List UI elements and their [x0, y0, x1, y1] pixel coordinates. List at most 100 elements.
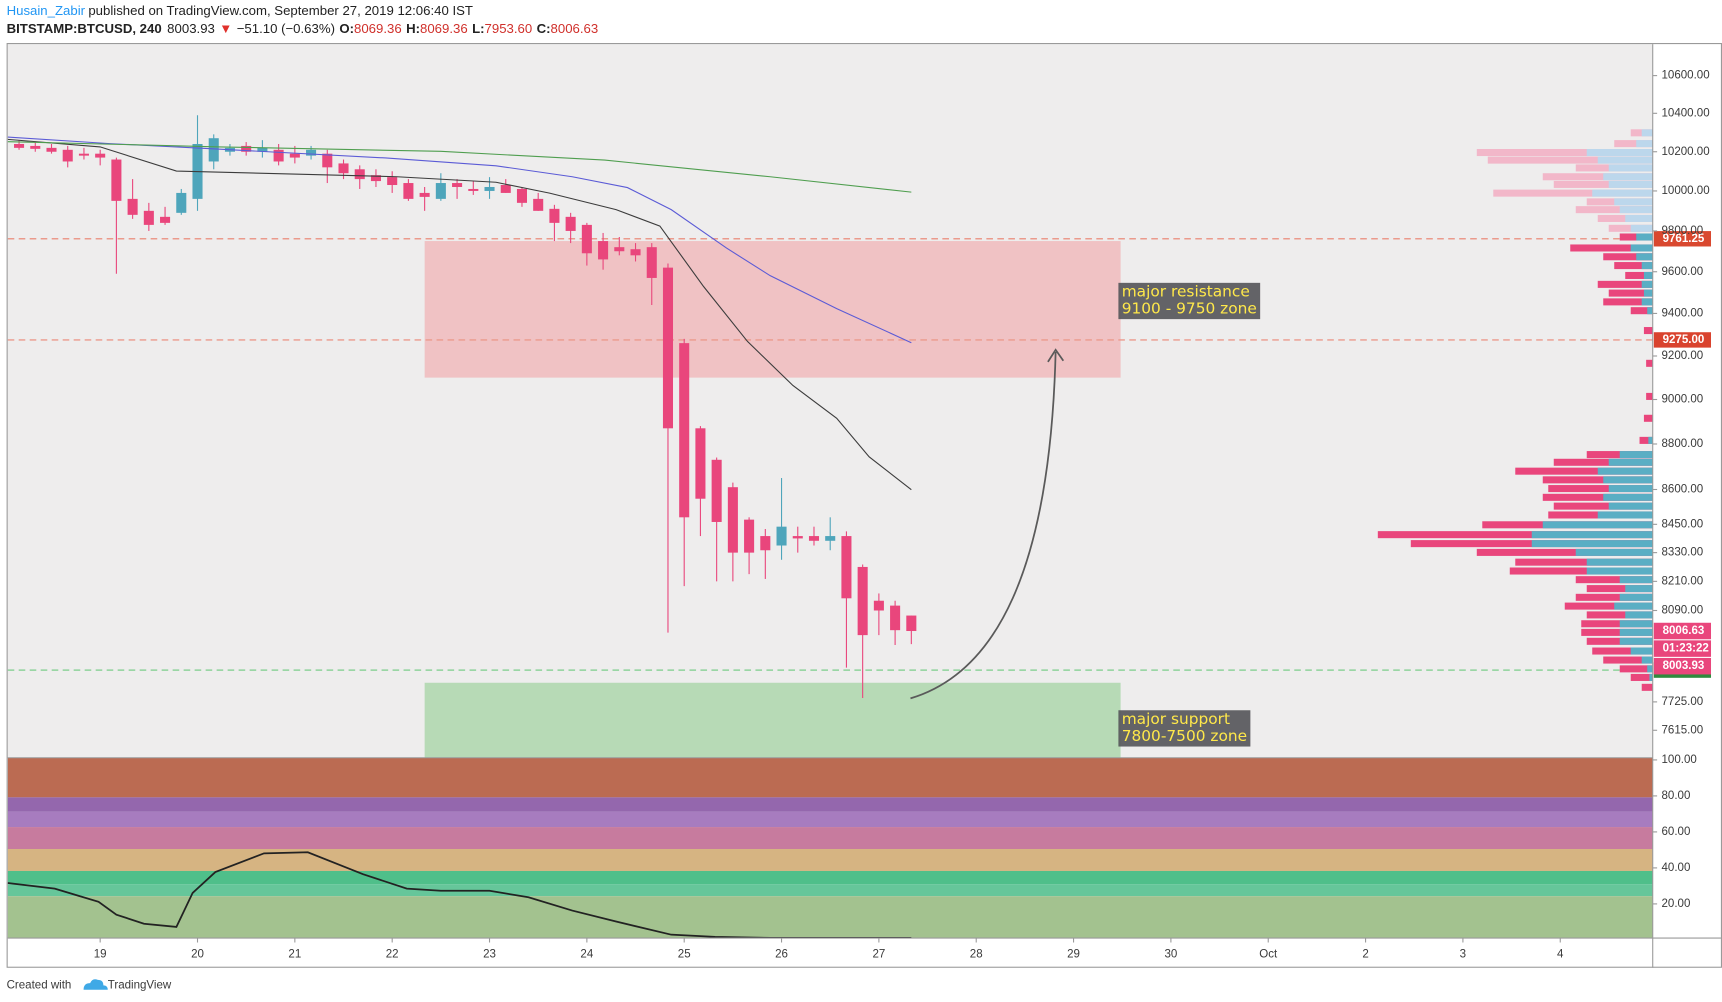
y-tick-label: 8210.00: [1662, 575, 1704, 587]
profile-row: [1586, 611, 1653, 619]
candle-body: [662, 267, 674, 429]
header-line: Husain_Zabir published on TradingView.com…: [7, 4, 473, 19]
profile-row: [1603, 253, 1653, 261]
frame: [6, 43, 1722, 968]
annotation-text: major support: [1122, 710, 1230, 728]
candle-body: [841, 536, 852, 599]
candle-body: [46, 147, 57, 152]
candle-body: [306, 149, 317, 156]
level-band: [7, 827, 1653, 850]
candle-body: [565, 216, 576, 231]
arrow-head: [1047, 348, 1065, 363]
candle-body: [598, 241, 609, 260]
l-label: L:: [472, 21, 484, 36]
x-tick-label: 25: [678, 949, 691, 961]
price-line-label: 9761.25: [1663, 233, 1705, 245]
candle-body: [614, 247, 625, 252]
profile-row: [1630, 673, 1653, 681]
profile-row: [1641, 683, 1653, 691]
y-tick-label: 20.00: [1662, 898, 1691, 910]
created-with: Created with: [7, 979, 72, 991]
profile-row: [1603, 298, 1653, 306]
profile-up: [1625, 611, 1653, 619]
axes: 9761.259275.007850.007615.007725.008090.…: [94, 70, 1712, 961]
price-label-box: [1653, 657, 1712, 675]
profile-row: [1639, 436, 1653, 444]
profile-up: [1608, 180, 1653, 188]
candle-body: [776, 526, 787, 546]
brand[interactable]: TradingView: [108, 979, 172, 991]
moving-average: [7, 136, 912, 344]
profile-row: [1553, 502, 1653, 510]
candle-body: [62, 149, 73, 162]
profile-row: [1575, 206, 1653, 214]
y-tick-label: 7725.00: [1662, 696, 1704, 708]
profile-row: [1586, 585, 1653, 593]
x-tick-label: 30: [1164, 949, 1177, 961]
profile-up: [1625, 585, 1653, 593]
candle-body: [906, 615, 917, 632]
profile-up: [1575, 548, 1653, 556]
price-label-box: [1653, 640, 1712, 657]
h-label: H:: [406, 21, 420, 36]
candle-body: [533, 198, 544, 211]
profile-up: [1619, 593, 1653, 601]
profile-up: [1597, 511, 1653, 519]
profile-up: [1630, 244, 1653, 252]
high: 8069.36: [420, 21, 468, 36]
price-pane: [7, 115, 1653, 758]
candle-body: [516, 188, 528, 203]
open: 8069.36: [354, 21, 402, 36]
profile-up: [1643, 271, 1653, 279]
symbol-line: BITSTAMP:BTCUSD, 240 8003.93 ▼ −51.10 (−0.6…: [7, 21, 599, 36]
profile-up: [1648, 436, 1653, 444]
profile-row: [1553, 180, 1653, 188]
candle-body: [468, 188, 479, 191]
candle-body: [549, 208, 560, 223]
candle-body: [419, 192, 430, 197]
candle-body: [760, 536, 771, 551]
y-tick-label: 100.00: [1662, 754, 1697, 766]
profile-up: [1641, 280, 1653, 288]
candle-body: [257, 147, 268, 152]
candle-body: [208, 138, 219, 162]
profile-up: [1608, 502, 1653, 510]
level-band: [7, 849, 1653, 871]
candle-body: [581, 224, 592, 254]
profile-row: [1564, 602, 1653, 610]
profile-up: [1625, 214, 1653, 222]
candle-body: [241, 145, 252, 152]
profile-up: [1592, 189, 1653, 197]
author[interactable]: Husain_Zabir: [7, 4, 86, 19]
level-band: [7, 757, 1653, 798]
y-tick-label: 9200.00: [1662, 350, 1704, 362]
profile-up: [1636, 253, 1653, 261]
profile-up: [1619, 620, 1653, 628]
profile-row: [1646, 392, 1653, 400]
profile-up: [1630, 647, 1653, 655]
profile-row: [1515, 558, 1653, 566]
price-label: 8003.93: [1663, 660, 1705, 672]
candle-body: [143, 210, 154, 225]
profile-up: [1603, 493, 1653, 501]
profile-row: [1487, 156, 1653, 164]
profile-up: [1641, 262, 1653, 270]
candle-body: [370, 175, 381, 182]
profile-row: [1619, 665, 1653, 673]
profile-up: [1641, 298, 1653, 306]
profile-up: [1542, 521, 1653, 529]
profile-up: [1614, 198, 1653, 206]
level-band: [7, 896, 1653, 939]
oscillator-pane: [7, 757, 1653, 939]
profile-up: [1531, 531, 1653, 539]
y-tick-label: 8800.00: [1662, 438, 1704, 450]
x-tick-label: 24: [580, 949, 593, 961]
y-tick-label: 8600.00: [1662, 484, 1704, 496]
close: 8006.63: [551, 21, 599, 36]
candle-body: [95, 153, 106, 158]
profile-up: [1603, 173, 1653, 181]
y-tick-label: 7615.00: [1662, 724, 1704, 736]
y-tick-label: 9600.00: [1662, 266, 1704, 278]
